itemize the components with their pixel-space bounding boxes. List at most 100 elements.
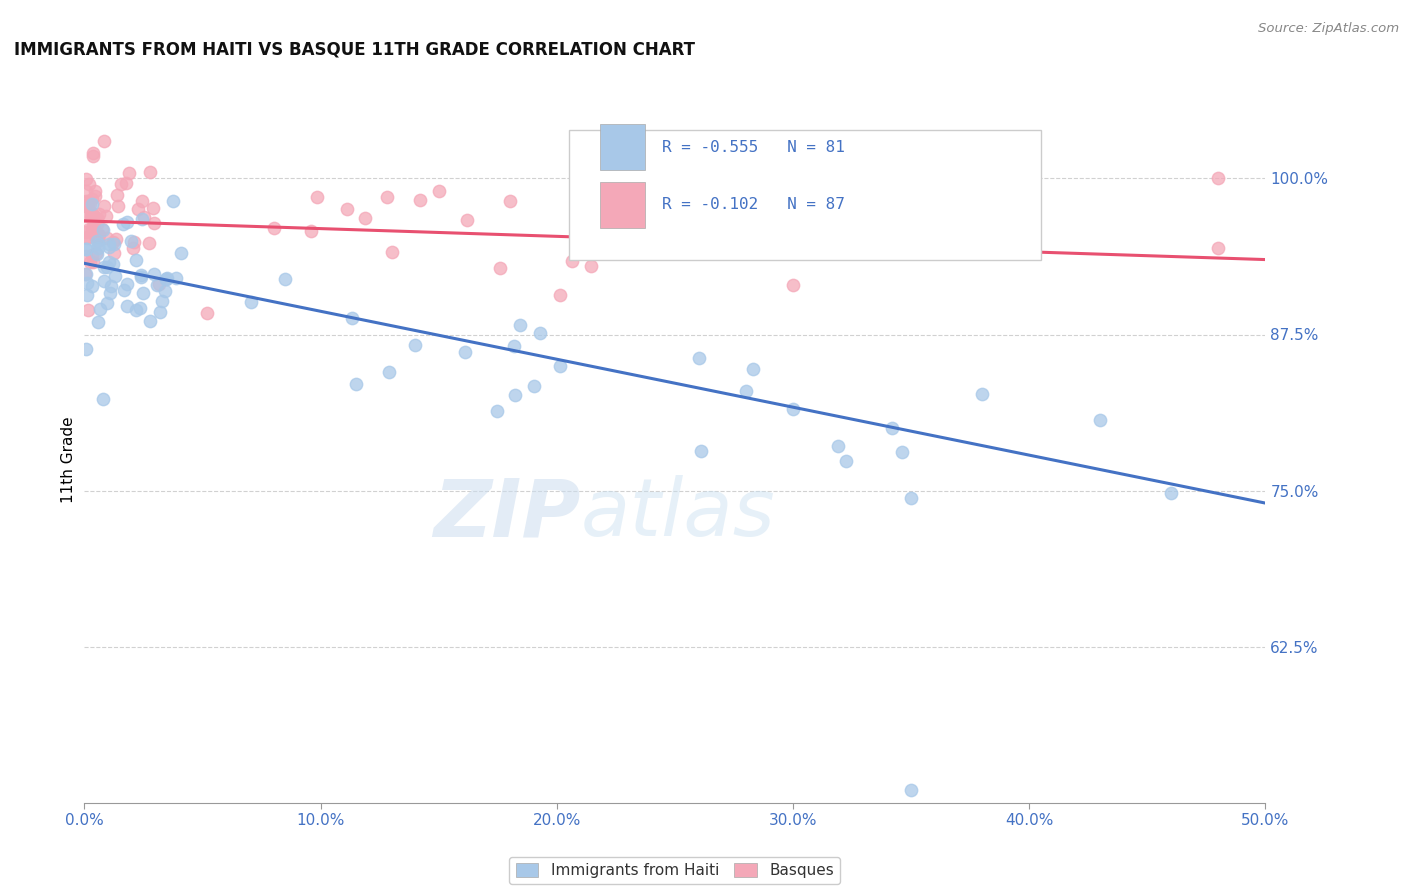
Point <box>103 269 125 284</box>
Point <box>82 220 104 235</box>
Point <box>378 365 401 379</box>
Point <box>75 225 97 239</box>
Point <box>77 201 100 215</box>
Point <box>83 189 105 203</box>
Text: Source: ZipAtlas.com: Source: ZipAtlas.com <box>1258 22 1399 36</box>
Point <box>579 260 602 274</box>
Point <box>138 235 160 250</box>
Point <box>454 345 477 359</box>
Text: R = -0.555   N = 81: R = -0.555 N = 81 <box>662 140 845 154</box>
Point <box>340 310 363 325</box>
Point <box>900 491 922 506</box>
Point <box>664 242 686 256</box>
Point <box>76 230 98 244</box>
Point <box>82 149 104 163</box>
Point <box>97 255 120 269</box>
Point <box>80 210 103 224</box>
Point <box>111 217 134 231</box>
Point <box>96 231 118 245</box>
Point <box>80 279 103 293</box>
Point <box>87 236 110 251</box>
Point <box>75 194 97 208</box>
Point <box>83 225 105 239</box>
Point <box>86 234 108 248</box>
Point <box>336 202 359 216</box>
Point <box>75 199 97 213</box>
Point <box>115 215 138 229</box>
Point <box>485 404 508 418</box>
Point <box>548 288 571 302</box>
Point <box>131 194 153 208</box>
Point <box>76 231 98 245</box>
Point <box>75 242 97 256</box>
Point <box>142 202 165 216</box>
Point <box>689 444 711 458</box>
Text: R = -0.102   N = 87: R = -0.102 N = 87 <box>662 197 845 212</box>
Point <box>593 184 616 198</box>
Point <box>561 254 583 268</box>
Point <box>129 269 152 284</box>
Point <box>688 351 710 366</box>
Point <box>73 209 96 223</box>
Point <box>153 284 176 298</box>
Point <box>891 444 914 458</box>
Point <box>1206 241 1229 255</box>
Point <box>404 338 426 352</box>
Point <box>87 227 110 242</box>
Point <box>77 197 100 211</box>
Y-axis label: 11th Grade: 11th Grade <box>60 416 76 503</box>
Point <box>375 190 398 204</box>
Point <box>104 232 127 246</box>
Point <box>195 306 218 320</box>
Point <box>131 212 153 227</box>
Point <box>142 215 165 229</box>
Point <box>75 184 97 198</box>
Point <box>107 199 129 213</box>
Point <box>98 237 121 252</box>
Point <box>86 247 108 261</box>
Point <box>834 454 856 468</box>
Point <box>882 421 904 435</box>
Point <box>86 230 108 244</box>
Point <box>84 246 107 260</box>
Point <box>91 222 114 236</box>
Point <box>509 318 531 333</box>
Legend: Immigrants from Haiti, Basques: Immigrants from Haiti, Basques <box>509 857 841 885</box>
Point <box>101 257 124 271</box>
Point <box>263 220 285 235</box>
Point <box>112 283 135 297</box>
Point <box>150 293 173 308</box>
Point <box>75 249 97 263</box>
Point <box>155 272 177 286</box>
Point <box>76 223 98 237</box>
Point <box>103 245 125 260</box>
Point <box>156 271 179 285</box>
Point <box>782 402 804 417</box>
Point <box>1088 413 1111 427</box>
Point <box>344 376 367 391</box>
Point <box>75 342 97 356</box>
Point <box>84 229 107 244</box>
Point <box>73 194 96 209</box>
Point <box>73 267 96 281</box>
Point <box>98 286 121 301</box>
Text: IMMIGRANTS FROM HAITI VS BASQUE 11TH GRADE CORRELATION CHART: IMMIGRANTS FROM HAITI VS BASQUE 11TH GRA… <box>14 40 695 58</box>
Point <box>115 176 138 190</box>
Point <box>93 273 115 287</box>
Point <box>149 305 172 319</box>
Point <box>155 272 177 286</box>
Point <box>80 197 103 211</box>
Point <box>782 277 804 292</box>
Point <box>89 207 111 221</box>
Point <box>548 359 571 373</box>
Point <box>498 194 520 208</box>
Point <box>87 227 110 241</box>
Point <box>76 276 98 290</box>
Point <box>80 211 103 226</box>
Point <box>84 210 107 224</box>
Point <box>131 268 153 283</box>
Point <box>89 302 111 317</box>
Point <box>529 326 551 340</box>
Point <box>75 172 97 186</box>
Point <box>75 267 97 281</box>
